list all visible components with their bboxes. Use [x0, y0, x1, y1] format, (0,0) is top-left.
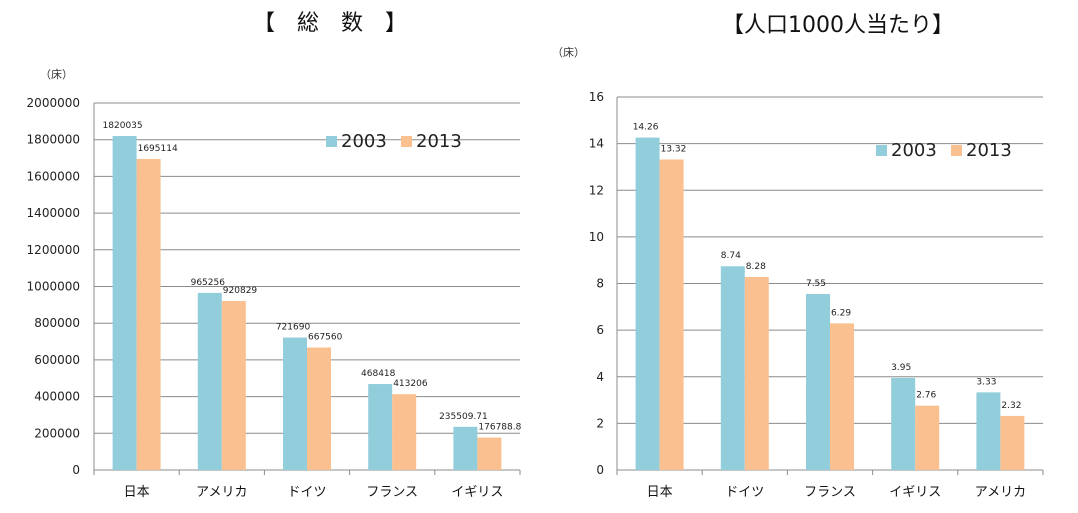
x-category-label: ドイツ — [287, 485, 326, 500]
legend-swatch-2003 — [326, 136, 337, 147]
x-category-label: フランス — [804, 485, 856, 500]
x-category-label: イギリス — [451, 485, 503, 500]
y-tick-label: 0 — [596, 463, 604, 477]
data-label-2013-3: 413206 — [393, 379, 428, 389]
bar-2013-4 — [477, 437, 502, 470]
legend-swatch-2003 — [876, 145, 887, 156]
y-tick-label: 1000000 — [27, 280, 80, 294]
y-tick-label: 10 — [589, 230, 604, 244]
y-tick-label: 1600000 — [27, 169, 80, 183]
y-tick-label: 2000000 — [27, 96, 80, 110]
legend-swatch-2013 — [401, 136, 412, 147]
bar-2013-0 — [136, 158, 161, 470]
data-label-2003-0: 1820035 — [103, 121, 143, 131]
y-tick-label: 800000 — [34, 316, 80, 330]
bar-2003-0 — [635, 137, 660, 470]
y-tick-label: 16 — [589, 90, 604, 104]
data-label-2013-2: 667560 — [308, 333, 343, 343]
bar-2003-1 — [720, 266, 745, 470]
bar-2013-2 — [830, 323, 854, 470]
y-axis-unit: （床） — [552, 45, 585, 59]
y-tick-label: 4 — [596, 370, 604, 384]
y-tick-label: 200000 — [34, 426, 80, 440]
bar-2003-4 — [976, 392, 1001, 470]
bar-2003-3 — [368, 384, 393, 470]
data-label-2013-2: 6.29 — [831, 308, 851, 318]
bar-2013-1 — [744, 276, 769, 470]
data-label-2013-4: 176788.8 — [478, 423, 521, 433]
data-label-2003-1: 965256 — [191, 278, 226, 288]
bar-2003-2 — [283, 337, 307, 470]
x-category-label: 日本 — [647, 485, 673, 500]
legend-swatch-2013 — [951, 145, 962, 156]
bar-2013-0 — [659, 159, 684, 471]
data-label-2003-3: 468418 — [361, 369, 396, 379]
bar-2013-3 — [915, 405, 940, 470]
y-tick-label: 12 — [589, 183, 604, 197]
data-label-2003-2: 7.55 — [806, 279, 826, 289]
x-category-label: ドイツ — [725, 485, 764, 500]
total-beds-chart: 【 総 数 】 （床） 0 200000 400000 600000 800000 10000… — [27, 11, 522, 500]
y-axis-unit: （床） — [40, 67, 73, 81]
bar-2013-4 — [1000, 415, 1025, 470]
y-tick-label: 400000 — [34, 390, 80, 404]
bar-2003-2 — [806, 293, 830, 470]
data-label-2003-1: 8.74 — [721, 251, 741, 261]
bar-2013-1 — [221, 301, 246, 470]
y-tick-label: 600000 — [34, 353, 80, 367]
legend-label-2013: 2013 — [966, 140, 1012, 161]
legend-label-2003: 2003 — [891, 140, 937, 161]
legend-label-2013: 2013 — [416, 131, 462, 152]
chart-title: 【人口1000人当たり】 — [722, 13, 954, 38]
data-label-2013-1: 920829 — [223, 286, 258, 296]
x-category-label: 日本 — [124, 485, 150, 500]
x-category-label: フランス — [366, 485, 418, 500]
data-label-2003-0: 14.26 — [633, 123, 659, 133]
y-tick-label: 2 — [596, 416, 604, 430]
y-tick-label: 1200000 — [27, 243, 80, 257]
chart-title: 【 総 数 】 — [253, 11, 407, 36]
bar-2013-3 — [392, 394, 417, 470]
data-label-2013-4: 2.32 — [1001, 401, 1021, 411]
data-label-2003-2: 721690 — [276, 323, 311, 333]
y-tick-label: 1400000 — [27, 206, 80, 220]
x-category-label: アメリカ — [975, 485, 1026, 500]
bar-2003-4 — [453, 426, 478, 470]
data-label-2013-1: 8.28 — [746, 262, 766, 272]
y-tick-label: 8 — [596, 277, 604, 291]
y-tick-label: 14 — [589, 137, 604, 151]
y-tick-label: 6 — [596, 323, 604, 337]
bar-2003-0 — [112, 136, 137, 471]
y-tick-label: 0 — [72, 463, 80, 477]
x-category-label: イギリス — [889, 485, 941, 500]
bar-2003-3 — [891, 377, 916, 470]
x-category-label: アメリカ — [196, 485, 247, 500]
data-label-2003-4: 235509.71 — [439, 412, 488, 422]
data-label-2003-3: 3.95 — [891, 363, 911, 373]
data-label-2013-0: 13.32 — [661, 144, 687, 154]
legend-label-2003: 2003 — [341, 131, 387, 152]
data-label-2013-3: 2.76 — [916, 391, 936, 401]
y-tick-label: 1800000 — [27, 133, 80, 147]
bar-2013-2 — [307, 347, 331, 470]
data-label-2013-0: 1695114 — [138, 144, 178, 154]
beds-per-1000-chart: 【人口1000人当たり】 （床） 0 2 4 6 8 10 12 14 16 日本 ドイツ フランス イギリ… — [552, 13, 1044, 500]
bar-2003-1 — [197, 292, 222, 470]
data-label-2003-4: 3.33 — [976, 377, 996, 387]
